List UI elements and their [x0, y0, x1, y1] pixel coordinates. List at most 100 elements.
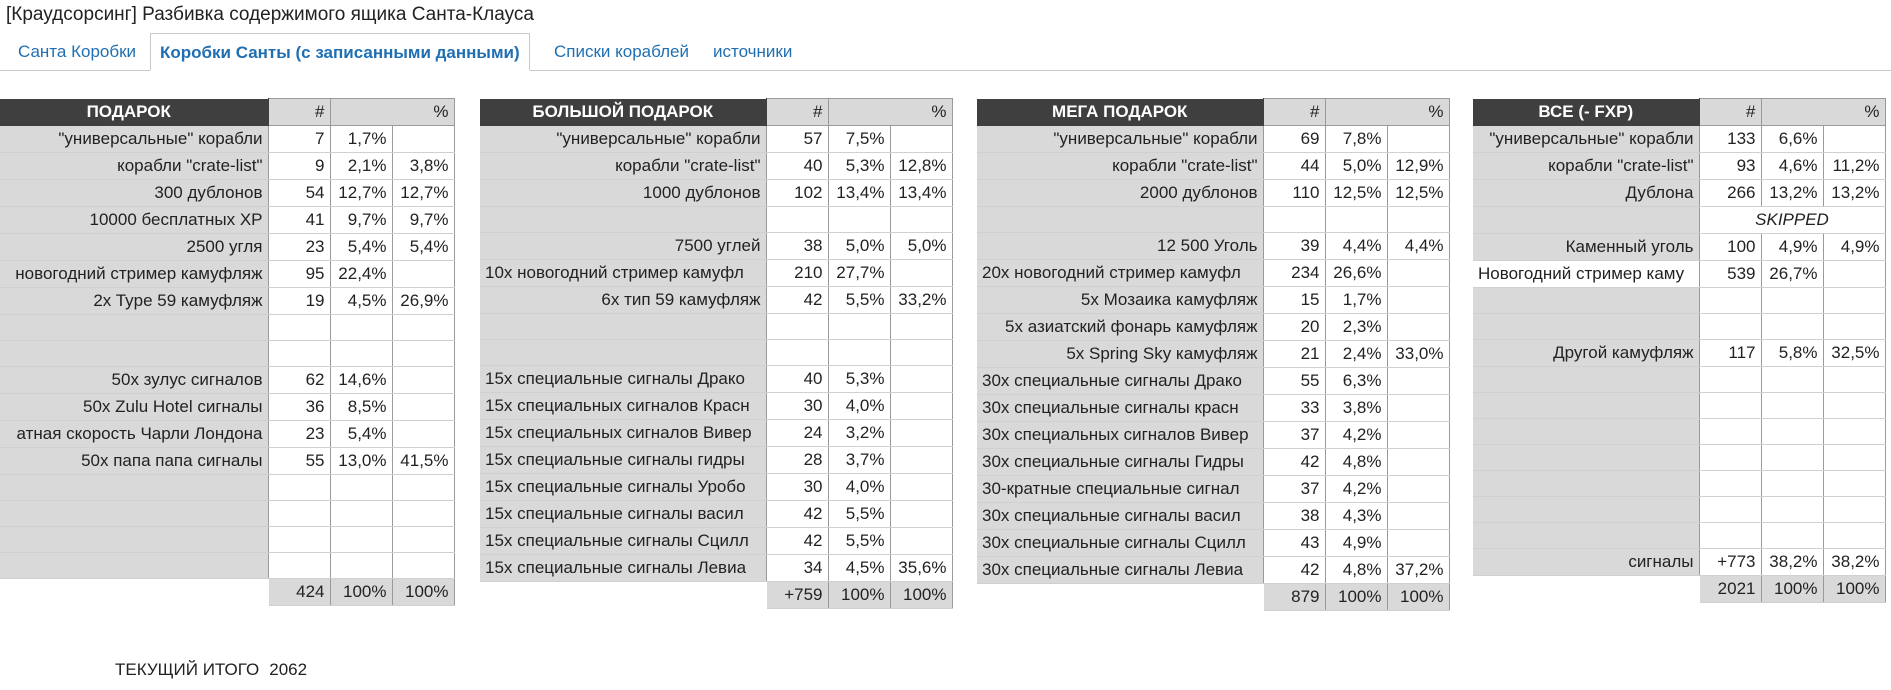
- row-label[interactable]: новогодний стример камуфляж: [0, 260, 269, 288]
- count-cell[interactable]: [1263, 206, 1326, 233]
- row-label[interactable]: 15x специальных сигналов Красн: [480, 392, 767, 420]
- row-label[interactable]: [0, 552, 269, 579]
- row-label[interactable]: 2000 дублонов: [977, 179, 1264, 207]
- percent-cell[interactable]: 4,9%: [1761, 233, 1824, 261]
- row-label[interactable]: 15x специальные сигналы васил: [480, 500, 767, 528]
- percent-cell[interactable]: 2,1%: [330, 152, 393, 180]
- total-percent[interactable]: 100%: [1761, 575, 1824, 603]
- count-cell[interactable]: 133: [1699, 125, 1762, 153]
- row-label[interactable]: 6х тип 59 камуфляж: [480, 286, 767, 314]
- percent-cell[interactable]: [1761, 418, 1824, 445]
- row-label[interactable]: 15x специальные сигналы Левиа: [480, 554, 767, 582]
- count-cell[interactable]: 40: [766, 365, 829, 393]
- count-cell[interactable]: 210: [766, 259, 829, 287]
- row-label[interactable]: [977, 206, 1264, 233]
- percent-cell[interactable]: 5,5%: [828, 286, 891, 314]
- subtotal-cell[interactable]: 9,7%: [392, 206, 455, 234]
- percent-cell[interactable]: 14,6%: [330, 366, 393, 394]
- subtotal-cell[interactable]: 12,8%: [890, 152, 953, 180]
- subtotal-cell[interactable]: [392, 393, 455, 421]
- percent-cell[interactable]: 4,2%: [1325, 421, 1388, 449]
- row-label[interactable]: 15x специальных сигналов Вивер: [480, 419, 767, 447]
- percent-cell[interactable]: [330, 526, 393, 553]
- subtotal-cell[interactable]: 13,2%: [1823, 179, 1886, 207]
- row-label[interactable]: "универсальные" корабли: [480, 125, 767, 153]
- subtotal-cell[interactable]: 5,4%: [392, 233, 455, 261]
- row-label[interactable]: 30x специальные сигналы Левиа: [977, 556, 1264, 584]
- percent-cell[interactable]: 6,6%: [1761, 125, 1824, 153]
- count-cell[interactable]: 95: [268, 260, 331, 288]
- subtotal-cell[interactable]: 12,7%: [392, 179, 455, 207]
- percent-cell[interactable]: [828, 313, 891, 340]
- count-cell[interactable]: 24: [766, 419, 829, 447]
- percent-cell[interactable]: 26,6%: [1325, 259, 1388, 287]
- subtotal-cell[interactable]: [1823, 125, 1886, 153]
- count-cell[interactable]: 40: [766, 152, 829, 180]
- percent-cell[interactable]: [1761, 287, 1824, 314]
- count-cell[interactable]: 7: [268, 125, 331, 153]
- count-cell[interactable]: 30: [766, 392, 829, 420]
- subtotal-cell[interactable]: [392, 340, 455, 367]
- row-label[interactable]: корабли "crate-list": [1473, 152, 1700, 180]
- count-cell[interactable]: 102: [766, 179, 829, 207]
- percent-cell[interactable]: 6,3%: [1325, 367, 1388, 395]
- subtotal-cell[interactable]: 11,2%: [1823, 152, 1886, 180]
- count-cell[interactable]: 55: [268, 447, 331, 475]
- percent-cell[interactable]: 13,2%: [1761, 179, 1824, 207]
- row-label[interactable]: 10000 бесплатных XP: [0, 206, 269, 234]
- count-cell[interactable]: 42: [1263, 556, 1326, 584]
- row-label[interactable]: [1473, 313, 1700, 340]
- count-cell[interactable]: 42: [766, 500, 829, 528]
- subtotal-cell[interactable]: 4,4%: [1387, 232, 1450, 260]
- subtotal-cell[interactable]: 33,0%: [1387, 340, 1450, 368]
- subtotal-cell[interactable]: 5,0%: [890, 232, 953, 260]
- percent-cell[interactable]: 2,4%: [1325, 340, 1388, 368]
- row-label[interactable]: [1473, 444, 1700, 471]
- count-cell[interactable]: 30: [766, 473, 829, 501]
- percent-cell[interactable]: [1761, 470, 1824, 497]
- row-label[interactable]: 5x Spring Sky камуфляж: [977, 340, 1264, 368]
- subtotal-cell[interactable]: [1387, 502, 1450, 530]
- subtotal-cell[interactable]: [1823, 444, 1886, 471]
- row-label[interactable]: [0, 500, 269, 527]
- subtotal-cell[interactable]: [1823, 470, 1886, 497]
- count-cell[interactable]: 69: [1263, 125, 1326, 153]
- row-label[interactable]: 50x папа папа сигналы: [0, 447, 269, 475]
- row-label[interactable]: 30-кратные специальные сигнал: [977, 475, 1264, 503]
- count-cell[interactable]: 38: [766, 232, 829, 260]
- row-label[interactable]: сигналы: [1473, 548, 1700, 576]
- percent-cell[interactable]: 22,4%: [330, 260, 393, 288]
- percent-cell[interactable]: 4,6%: [1761, 152, 1824, 180]
- percent-cell[interactable]: 13,4%: [828, 179, 891, 207]
- percent-cell[interactable]: [828, 206, 891, 233]
- count-cell[interactable]: 62: [268, 366, 331, 394]
- row-label[interactable]: корабли "crate-list": [977, 152, 1264, 180]
- count-cell[interactable]: 19: [268, 287, 331, 315]
- subtotal-cell[interactable]: 38,2%: [1823, 548, 1886, 576]
- row-label[interactable]: "универсальные" корабли: [1473, 125, 1700, 153]
- count-cell[interactable]: 20: [1263, 313, 1326, 341]
- percent-cell[interactable]: [330, 314, 393, 341]
- percent-cell[interactable]: 5,4%: [330, 233, 393, 261]
- count-cell[interactable]: [766, 339, 829, 366]
- subtotal-cell[interactable]: 32,5%: [1823, 339, 1886, 367]
- total-subtotal[interactable]: 100%: [1823, 575, 1886, 603]
- subtotal-cell[interactable]: [392, 420, 455, 448]
- subtotal-cell[interactable]: [1387, 394, 1450, 422]
- percent-cell[interactable]: 4,8%: [1325, 556, 1388, 584]
- percent-cell[interactable]: [1761, 522, 1824, 549]
- subtotal-cell[interactable]: [1387, 421, 1450, 449]
- count-cell[interactable]: 266: [1699, 179, 1762, 207]
- count-cell[interactable]: 28: [766, 446, 829, 474]
- subtotal-cell[interactable]: [392, 500, 455, 527]
- percent-cell[interactable]: [1761, 366, 1824, 393]
- subtotal-cell[interactable]: [1823, 522, 1886, 549]
- row-label[interactable]: [1473, 496, 1700, 523]
- count-cell[interactable]: 33: [1263, 394, 1326, 422]
- row-label[interactable]: [0, 474, 269, 501]
- row-label[interactable]: 50x зулус сигналов: [0, 366, 269, 394]
- percent-cell[interactable]: [1761, 313, 1824, 340]
- percent-cell[interactable]: [1761, 392, 1824, 419]
- subtotal-cell[interactable]: [1387, 475, 1450, 503]
- count-cell[interactable]: [766, 206, 829, 233]
